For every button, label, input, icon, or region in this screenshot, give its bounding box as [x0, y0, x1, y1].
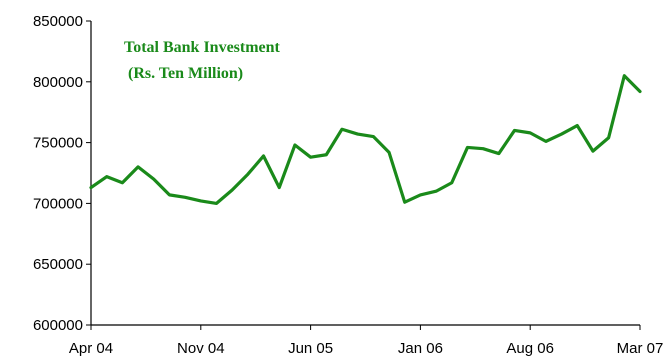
series-line-0 [89, 74, 642, 205]
x-tick-label: Apr 04 [69, 340, 113, 357]
y-tick-label: 700000 [33, 195, 83, 212]
ticks-group: 600000 650000 700000 750000 800000 850000 Apr … [33, 13, 663, 357]
chart-title-line1: Total Bank Investment [124, 39, 281, 56]
x-tick-label: Jan 06 [398, 340, 443, 357]
chart-title-line2: (Rs. Ten Million) [128, 65, 243, 82]
axes-group [90, 21, 640, 326]
y-tick-label: 650000 [33, 256, 83, 273]
x-tick-label: Aug 06 [506, 340, 554, 357]
series-group [89, 74, 642, 205]
y-tick-label: 800000 [33, 74, 83, 91]
y-tick-label: 750000 [33, 135, 83, 152]
x-tick-label: Jun 05 [288, 340, 333, 357]
y-tick-label: 600000 [33, 317, 83, 334]
y-tick-label: 850000 [33, 13, 83, 30]
x-tick-label: Nov 04 [177, 340, 225, 357]
x-tick-label: Mar 07 [617, 340, 664, 357]
